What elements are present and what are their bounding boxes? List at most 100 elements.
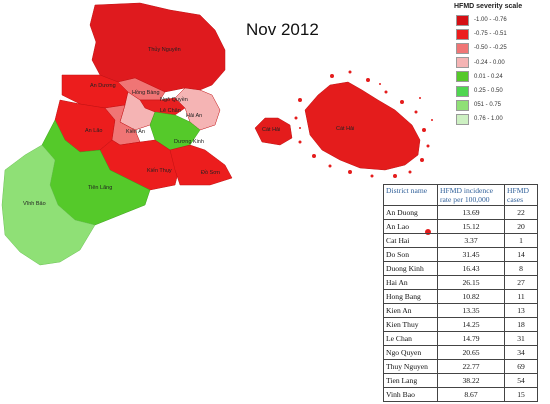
cell-district: Duong Kinh [383, 261, 438, 276]
label-kien-thuy: Kiến Thụy [147, 168, 172, 174]
islet [298, 140, 302, 144]
label-an-lao: An Lão [85, 128, 102, 134]
legend-swatch [456, 14, 469, 26]
cell-cases: 22 [504, 205, 538, 220]
cell-rate: 13.35 [437, 303, 505, 318]
islet [294, 116, 298, 120]
cell-rate: 38.22 [437, 373, 505, 388]
label-cat-hai-small: Cát Hải [262, 127, 280, 133]
islet [348, 170, 352, 174]
table-row: Hong Bang 10.82 11 [383, 289, 538, 304]
map-title: Nov 2012 [246, 20, 319, 39]
severity-legend: HFMD severity scale -1.00 - -0.76 -0.75 -… [428, 3, 540, 127]
cell-rate: 16.43 [437, 261, 505, 276]
legend-label: 0.25 - 0.50 [474, 88, 503, 95]
table-row: Thuy Nguyen 22.77 69 [383, 359, 538, 374]
table-header-row: District name HFMD incidence rate per 10… [383, 184, 538, 206]
label-do-son: Đồ Sơn [201, 170, 220, 176]
cell-rate: 14.25 [437, 317, 505, 332]
hfmd-table: District name HFMD incidence rate per 10… [383, 184, 538, 402]
legend-item: 051 - 0.75 [428, 98, 540, 112]
cell-district: Cat Hai [383, 233, 438, 248]
cell-cases: 54 [504, 373, 538, 388]
label-tien-lang: Tiên Lãng [88, 185, 112, 191]
label-vinh-bao: Vĩnh Bảo [23, 201, 46, 207]
legend-item: 0.01 - 0.24 [428, 70, 540, 84]
cell-district: An Duong [383, 205, 438, 220]
islet [339, 89, 341, 91]
legend-item: -0.24 - 0.00 [428, 56, 540, 70]
legend-item: -0.50 - -0.25 [428, 41, 540, 55]
islet [393, 174, 397, 178]
table-body: An Duong 13.69 22 An Lao 15.12 20 Cat Hai 3.37 1… [383, 205, 538, 402]
legend-item: -0.75 - -0.51 [428, 27, 540, 41]
cell-rate: 10.82 [437, 289, 505, 304]
islet [426, 144, 430, 148]
cell-cases: 18 [504, 317, 538, 332]
cell-cases: 1 [504, 233, 538, 248]
islet [414, 110, 418, 114]
islet [408, 170, 412, 174]
islets [294, 70, 433, 178]
islet [420, 158, 424, 162]
legend-title: HFMD severity scale [454, 3, 523, 10]
table-row: Hai An 26.15 27 [383, 275, 538, 290]
legend-rows: -1.00 - -0.76 -0.75 - -0.51 -0.50 - -0.25 -… [428, 13, 540, 127]
cell-cases: 13 [504, 303, 538, 318]
islet [384, 90, 388, 94]
cell-cases: 11 [504, 289, 538, 304]
table-row: An Lao 15.12 20 [383, 219, 538, 234]
district-cat-hai-small [254, 117, 293, 146]
table-row: Ngo Quyen 20.65 34 [383, 345, 538, 360]
district-hai-an [174, 87, 221, 131]
cell-rate: 14.79 [437, 331, 505, 346]
district-cat-hai [304, 81, 421, 171]
label-an-duong: An Dương [90, 83, 116, 89]
islet [299, 127, 301, 129]
cell-rate: 15.12 [437, 219, 505, 234]
cell-cases: 14 [504, 247, 538, 262]
islet [312, 154, 316, 158]
legend-item: -1.00 - -0.76 [428, 13, 540, 27]
islet [422, 128, 426, 132]
legend-item: 0.25 - 0.50 [428, 84, 540, 98]
cell-district: Tien Lang [383, 373, 438, 388]
legend-item: 0.76 - 1.00 [428, 112, 540, 126]
cell-cases: 27 [504, 275, 538, 290]
legend-label: -0.50 - -0.25 [474, 45, 507, 52]
legend-label: -1.00 - -0.76 [474, 17, 507, 24]
table-row: Do Son 31.45 14 [383, 247, 538, 262]
cell-district: Kien An [383, 303, 438, 318]
cell-rate: 20.65 [437, 345, 505, 360]
district-do-son [169, 144, 233, 186]
cell-cases: 34 [504, 345, 538, 360]
islet [431, 119, 433, 121]
cell-cases: 69 [504, 359, 538, 374]
cell-rate: 8.67 [437, 387, 505, 402]
cell-district: Hai An [383, 275, 438, 290]
cell-cases: 31 [504, 331, 538, 346]
islet [298, 98, 302, 102]
cell-district: Vinh Bao [383, 387, 438, 402]
table-row: Duong Kinh 16.43 8 [383, 261, 538, 276]
islet [400, 100, 404, 104]
islet [328, 164, 332, 168]
cell-rate: 31.45 [437, 247, 505, 262]
label-kien-an: Kiến An [126, 129, 145, 135]
islet [419, 97, 421, 99]
islet [330, 74, 334, 78]
label-hai-an: Hải An [186, 113, 202, 119]
legend-label: 0.01 - 0.24 [474, 73, 503, 80]
islet [370, 174, 374, 178]
cell-rate: 26.15 [437, 275, 505, 290]
cell-district: Thuy Nguyen [383, 359, 438, 374]
cell-rate: 22.77 [437, 359, 505, 374]
cell-rate: 3.37 [437, 233, 505, 248]
label-duong-kinh: Dương Kinh [174, 139, 204, 145]
table-row: Vinh Bao 8.67 15 [383, 387, 538, 402]
table-row: Kien An 13.35 13 [383, 303, 538, 318]
cell-cases: 15 [504, 387, 538, 402]
cell-cases: 8 [504, 261, 538, 276]
cell-district: Le Chan [383, 331, 438, 346]
legend-swatch [456, 99, 469, 111]
